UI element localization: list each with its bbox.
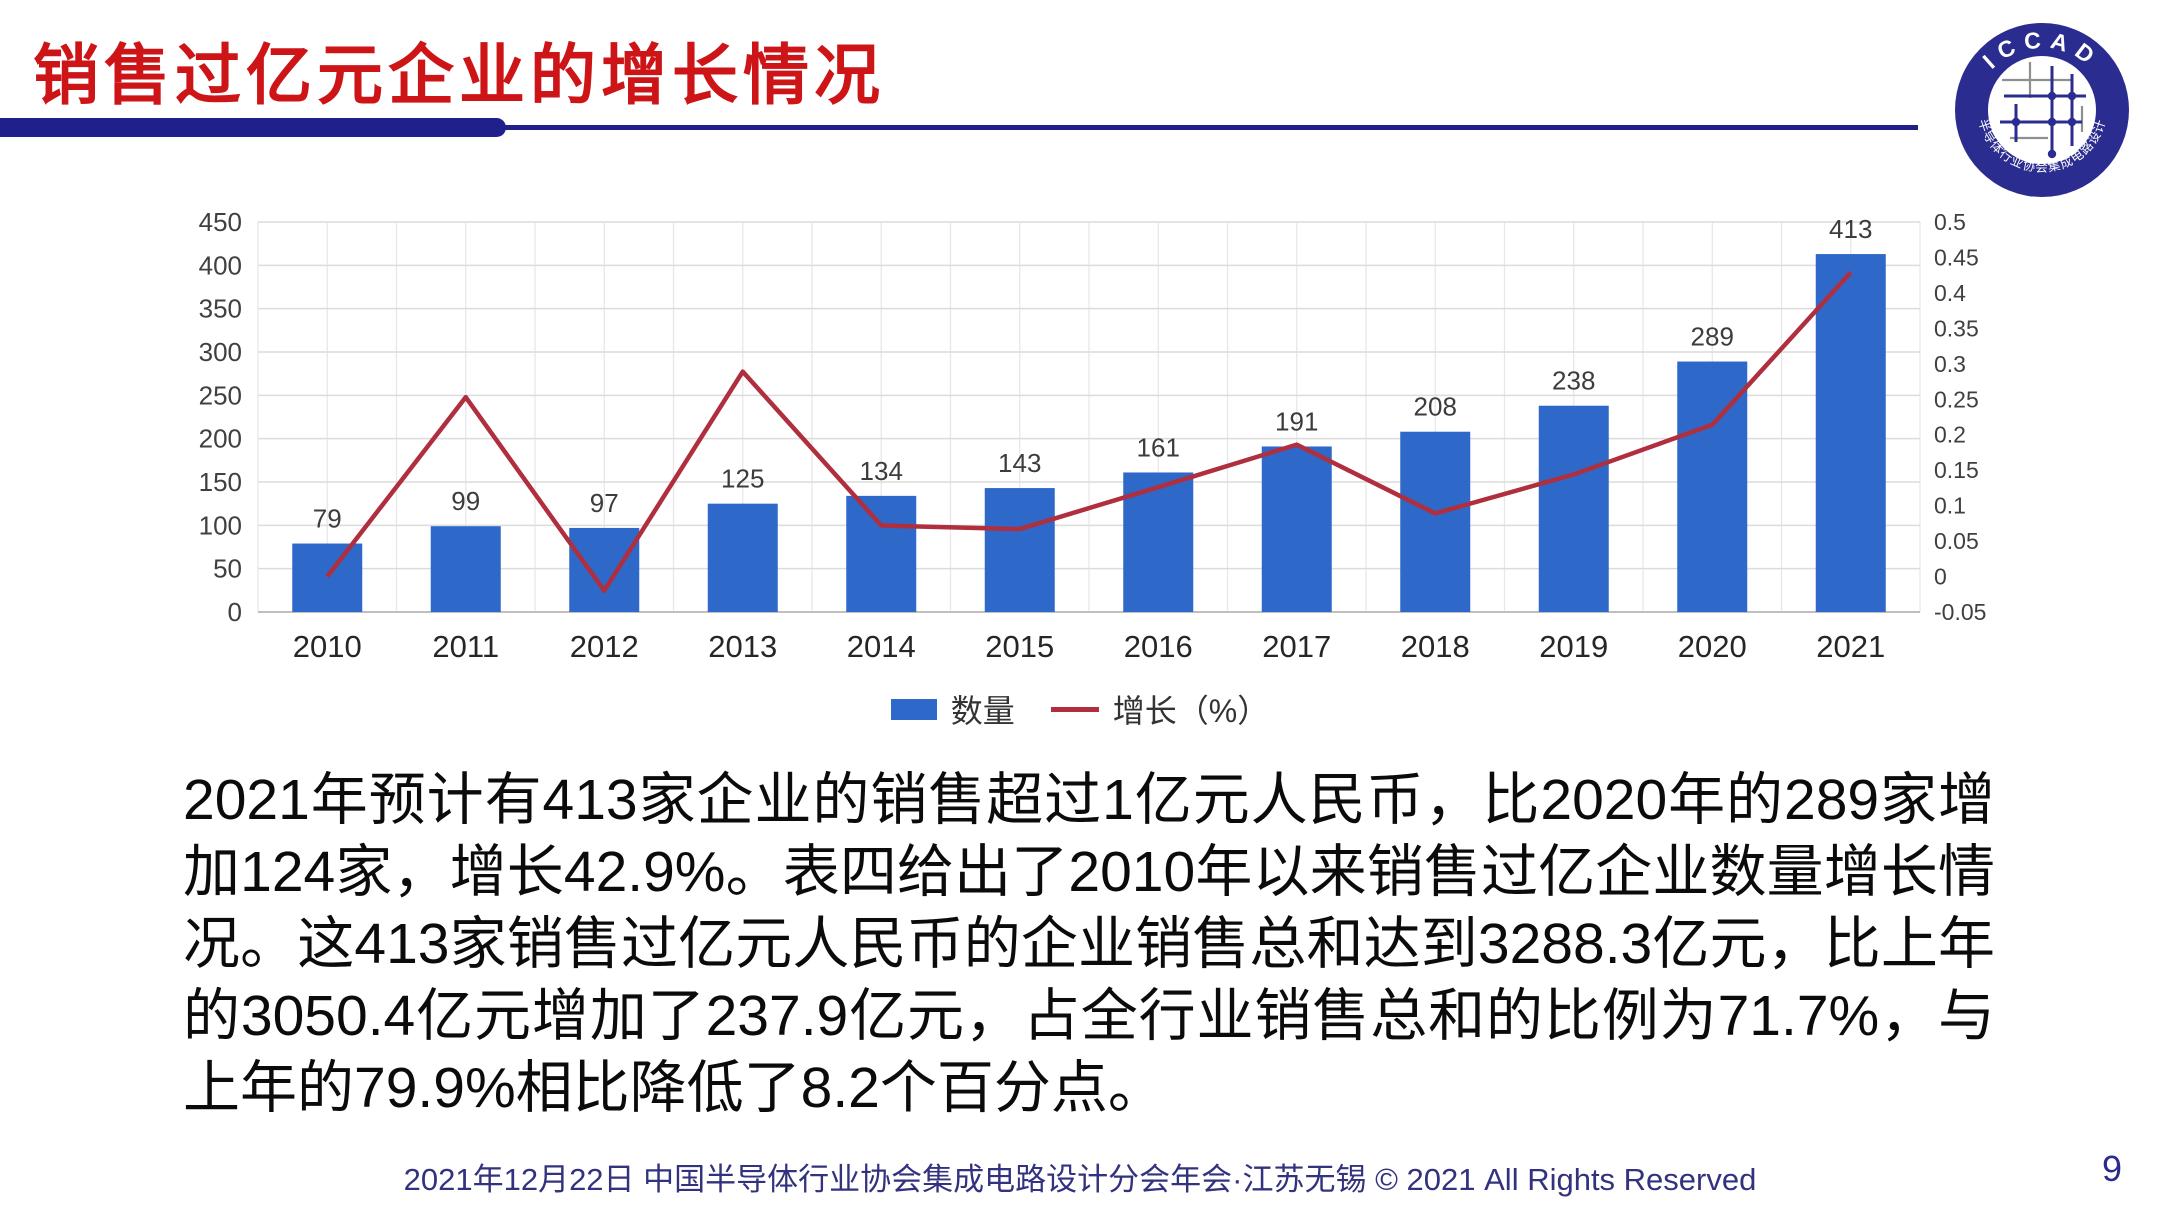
title-underline-thick	[0, 118, 506, 137]
page-title: 销售过亿元企业的增长情况	[33, 38, 885, 112]
bar-value-label: 125	[721, 464, 764, 494]
bar-value-label: 289	[1691, 322, 1734, 352]
legend-label-growth: 增长（%）	[1112, 693, 1270, 729]
bar-value-label: 191	[1275, 406, 1318, 436]
growth-chart: 450 400 350 300 250 200 150 100 50 0 0.5 0.45 0.4 0.3…	[199, 207, 1987, 664]
x-axis-tick-label: 2016	[1124, 629, 1193, 664]
right-axis-tick-label: 0	[1934, 564, 1947, 590]
x-axis-tick-label: 2019	[1539, 629, 1608, 664]
right-axis-tick-label: 0.35	[1934, 315, 1979, 341]
legend-line-swatch	[1050, 706, 1099, 712]
x-axis-tick-label: 2018	[1401, 629, 1470, 664]
right-axis-tick-label: 0.15	[1934, 457, 1979, 483]
left-axis-tick-label: 350	[199, 294, 242, 324]
left-axis-tick-label: 0	[228, 597, 242, 627]
left-axis-tick-label: 400	[199, 250, 242, 280]
bar-value-label: 143	[998, 448, 1041, 478]
bar	[1677, 361, 1748, 612]
x-axis-tick-label: 2015	[985, 629, 1054, 664]
footer-text: 2021年12月22日 中国半导体行业协会集成电路设计分会年会·江苏无锡 © 2…	[403, 1162, 1757, 1197]
bar	[707, 503, 778, 612]
bar-value-label: 208	[1414, 392, 1457, 422]
x-axis-tick-label: 2011	[432, 629, 499, 664]
page-number: 9	[2101, 1148, 2122, 1189]
title-underline-thin	[505, 125, 1918, 130]
left-axis-tick-label: 450	[199, 207, 242, 237]
legend-label-quantity: 数量	[950, 693, 1015, 729]
right-axis-tick-label: 0.45	[1934, 244, 1979, 270]
left-axis-tick-label: 300	[199, 337, 242, 367]
x-axis-tick-label: 2012	[570, 629, 639, 664]
bar-value-label: 99	[451, 486, 480, 516]
bar	[1400, 431, 1471, 612]
right-axis-tick-label: 0.4	[1934, 280, 1966, 306]
bar-value-label: 134	[860, 456, 903, 486]
right-axis-tick-label: -0.05	[1934, 599, 1986, 625]
right-axis-tick-label: 0.1	[1934, 493, 1966, 519]
logo-grid-dots	[2011, 91, 2077, 159]
bar	[846, 495, 917, 612]
right-axis-tick-label: 0.3	[1934, 351, 1966, 377]
bar	[430, 526, 501, 612]
left-axis-tick-label: 50	[213, 554, 242, 584]
right-axis-tick-label: 0.05	[1934, 528, 1979, 554]
right-axis-tick-label: 0.2	[1934, 422, 1966, 448]
x-axis-tick-label: 2017	[1262, 629, 1331, 664]
bar-value-label: 79	[313, 504, 342, 534]
bar-value-label: 161	[1137, 432, 1180, 462]
left-axis-tick-label: 250	[199, 380, 242, 410]
x-axis-tick-label: 2020	[1678, 629, 1747, 664]
left-axis-tick-label: 100	[199, 510, 242, 540]
bar	[569, 527, 640, 612]
bar	[1815, 254, 1886, 613]
iccad-logo: ICCAD 中国半导体行业协会集成电路设计分会	[1952, 20, 2129, 197]
bar	[292, 543, 363, 612]
right-axis-tick-label: 0.25	[1934, 386, 1979, 412]
bar	[1261, 446, 1332, 612]
x-axis-tick-label: 2014	[847, 629, 916, 664]
right-axis-tick-label: 0.5	[1934, 209, 1966, 235]
left-axis-tick-label: 200	[199, 424, 242, 454]
x-axis-tick-label: 2010	[293, 629, 362, 664]
growth-line	[325, 270, 1853, 593]
x-axis-tick-label: 2013	[708, 629, 777, 664]
bar	[1538, 405, 1609, 612]
bar-value-label: 238	[1552, 366, 1595, 396]
bar-value-label: 97	[590, 488, 619, 518]
bar-value-label: 413	[1829, 214, 1872, 244]
x-axis-tick-label: 2021	[1816, 629, 1885, 664]
bar	[984, 488, 1055, 612]
body-paragraph: 2021年预计有413家企业的销售超过1亿元人民币，比2020年的289家增加1…	[183, 768, 1995, 1120]
left-axis-tick-label: 150	[199, 467, 242, 497]
chart-legend: 数量 增长（%）	[0, 686, 2160, 732]
legend-bar-swatch	[890, 698, 937, 720]
